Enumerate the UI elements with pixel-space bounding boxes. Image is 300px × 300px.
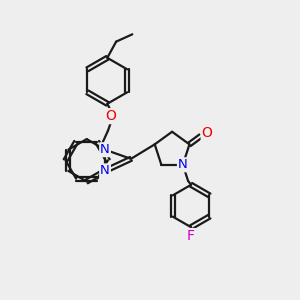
Text: O: O bbox=[105, 109, 116, 123]
Text: N: N bbox=[100, 143, 110, 156]
Text: O: O bbox=[202, 126, 212, 140]
Text: N: N bbox=[100, 164, 110, 177]
Text: N: N bbox=[178, 158, 188, 171]
Text: F: F bbox=[187, 229, 195, 243]
